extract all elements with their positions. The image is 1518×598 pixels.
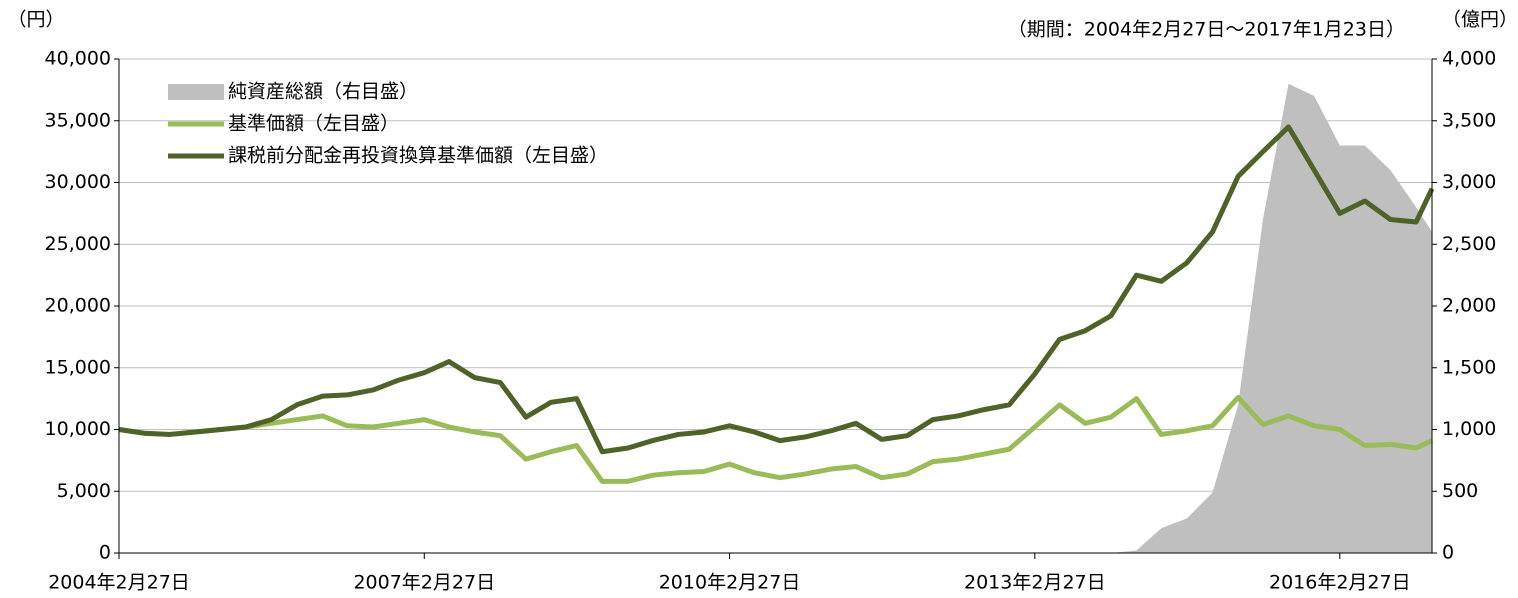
legend-swatch [168,84,224,100]
legend-label: 純資産総額（右目盛） [228,81,418,103]
y-tick-label: 25,000 [45,233,111,255]
y-tick-label: 40,000 [45,48,111,70]
line [118,124,1435,455]
y2-tick-label: 2,500 [1442,233,1496,255]
y-tick-label: 10,000 [45,418,111,440]
y-tick-label: 15,000 [45,356,111,378]
x-tick-label: 2010年2月27日 [659,572,801,594]
y-tick-label: 20,000 [45,295,111,317]
y-tick-label: 5,000 [57,480,111,502]
y2-tick-label: 4,000 [1442,48,1496,70]
y2-tick-label: 3,000 [1442,171,1496,193]
x-tick-label: 2004年2月27日 [48,572,190,594]
y2-tick-label: 1,000 [1442,418,1496,440]
y2-tick-label: 2,000 [1442,295,1496,317]
line [118,394,1434,484]
x-tick-label: 2016年2月27日 [1269,572,1411,594]
y2-tick-label: 3,500 [1442,109,1496,131]
x-tick-label: 2013年2月27日 [964,572,1106,594]
legend-label: 基準価額（左目盛） [228,113,399,135]
area [119,83,1432,553]
y2-axis-label: （億円） [1442,9,1518,31]
subtitle: （期間：2004年2月27日～2017年1月23日） [1008,19,1405,41]
y2-tick-label: 0 [1442,542,1454,564]
x-tick-label: 2007年2月27日 [353,572,495,594]
y-tick-label: 30,000 [45,171,111,193]
y-tick-label: 35,000 [45,109,111,131]
y2-tick-label: 1,500 [1442,356,1496,378]
y-axis-label: （円） [7,9,64,31]
y2-tick-label: 500 [1442,480,1478,502]
y-tick-label: 0 [99,542,111,564]
legend-label: 課税前分配金再投資換算基準価額（左目盛） [228,145,608,167]
